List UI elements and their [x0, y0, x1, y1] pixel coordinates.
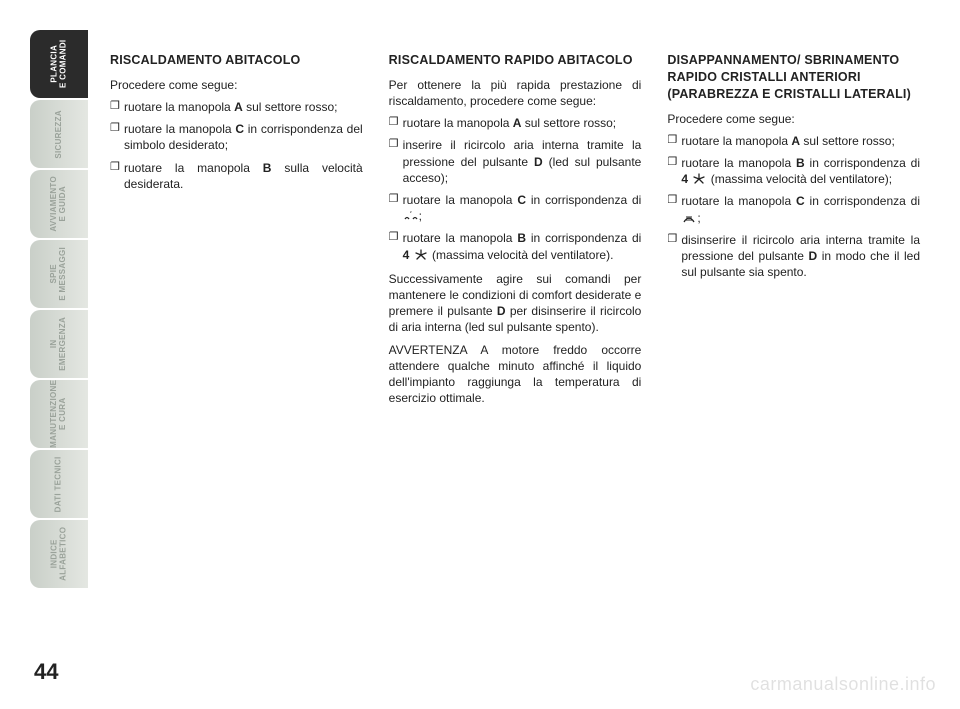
list-item: inserire il ricircolo aria interna trami… [389, 137, 642, 186]
tab-sicurezza[interactable]: SICUREZZA [30, 100, 88, 168]
tab-manutenzione-e-cura[interactable]: MANUTENZIONE E CURA [30, 380, 88, 448]
col2-heading: RISCALDAMENTO RAPIDO ABITACOLO [389, 52, 642, 69]
col2-after-2: AVVERTENZA A motore freddo occorre atten… [389, 342, 642, 407]
side-tab-strip: PLANCIA E COMANDI SICUREZZA AVVIAMENTO E… [30, 30, 88, 590]
tab-plancia-e-comandi[interactable]: PLANCIA E COMANDI [30, 30, 88, 98]
col1-bullets: ruotare la manopola A sul settore rosso;… [110, 99, 363, 192]
tab-label: DATI TECNICI [55, 456, 64, 512]
list-item: ruotare la manopola B in corrispondenza … [667, 155, 920, 187]
tab-avviamento-e-guida[interactable]: AVVIAMENTO E GUIDA [30, 170, 88, 238]
col2-bullets: ruotare la manopola A sul settore rosso;… [389, 115, 642, 263]
page-content: RISCALDAMENTO ABITACOLO Procedere come s… [110, 52, 920, 649]
col1-heading: RISCALDAMENTO ABITACOLO [110, 52, 363, 69]
list-item: ruotare la manopola B in corrispondenza … [389, 230, 642, 262]
list-item: ruotare la manopola C in corrispondenza … [389, 192, 642, 224]
tab-indice-alfabetico[interactable]: INDICE ALFABETICO [30, 520, 88, 588]
col3-bullets: ruotare la manopola A sul settore rosso;… [667, 133, 920, 281]
list-item: ruotare la manopola A sul settore rosso; [667, 133, 920, 149]
list-item: ruotare la manopola C in corrispondenza … [667, 193, 920, 225]
column-1: RISCALDAMENTO ABITACOLO Procedere come s… [110, 52, 363, 412]
page-number: 44 [34, 659, 58, 685]
tab-label: SPIE E MESSAGGI [50, 247, 68, 301]
column-3: DISAPPANNAMENTO/ SBRINAMENTO RAPIDO CRIS… [667, 52, 920, 412]
columns: RISCALDAMENTO ABITACOLO Procedere come s… [110, 52, 920, 412]
tab-dati-tecnici[interactable]: DATI TECNICI [30, 450, 88, 518]
col3-heading: DISAPPANNAMENTO/ SBRINAMENTO RAPIDO CRIS… [667, 52, 920, 103]
col3-intro: Procedere come segue: [667, 111, 920, 127]
list-item: ruotare la manopola C in corrispondenza … [110, 121, 363, 153]
list-item: ruotare la manopola A sul settore rosso; [389, 115, 642, 131]
tab-label: IN EMERGENZA [50, 317, 68, 371]
list-item: ruotare la manopola A sul settore rosso; [110, 99, 363, 115]
list-item: disinserire il ricircolo aria interna tr… [667, 232, 920, 281]
list-item: ruotare la manopola B sulla velocità des… [110, 160, 363, 192]
tab-in-emergenza[interactable]: IN EMERGENZA [30, 310, 88, 378]
tab-label: MANUTENZIONE E CURA [50, 380, 68, 448]
col1-intro: Procedere come segue: [110, 77, 363, 93]
tab-spie-e-messaggi[interactable]: SPIE E MESSAGGI [30, 240, 88, 308]
column-2: RISCALDAMENTO RAPIDO ABITACOLO Per otten… [389, 52, 642, 412]
tab-label: INDICE ALFABETICO [50, 527, 68, 581]
tab-label: AVVIAMENTO E GUIDA [50, 176, 68, 232]
col2-after-1: Successivamente agire sui comandi per ma… [389, 271, 642, 336]
col2-intro: Per ottenere la più rapida prestazione d… [389, 77, 642, 109]
tab-label: SICUREZZA [55, 110, 64, 158]
tab-label: PLANCIA E COMANDI [50, 40, 68, 88]
watermark: carmanualsonline.info [750, 674, 936, 695]
